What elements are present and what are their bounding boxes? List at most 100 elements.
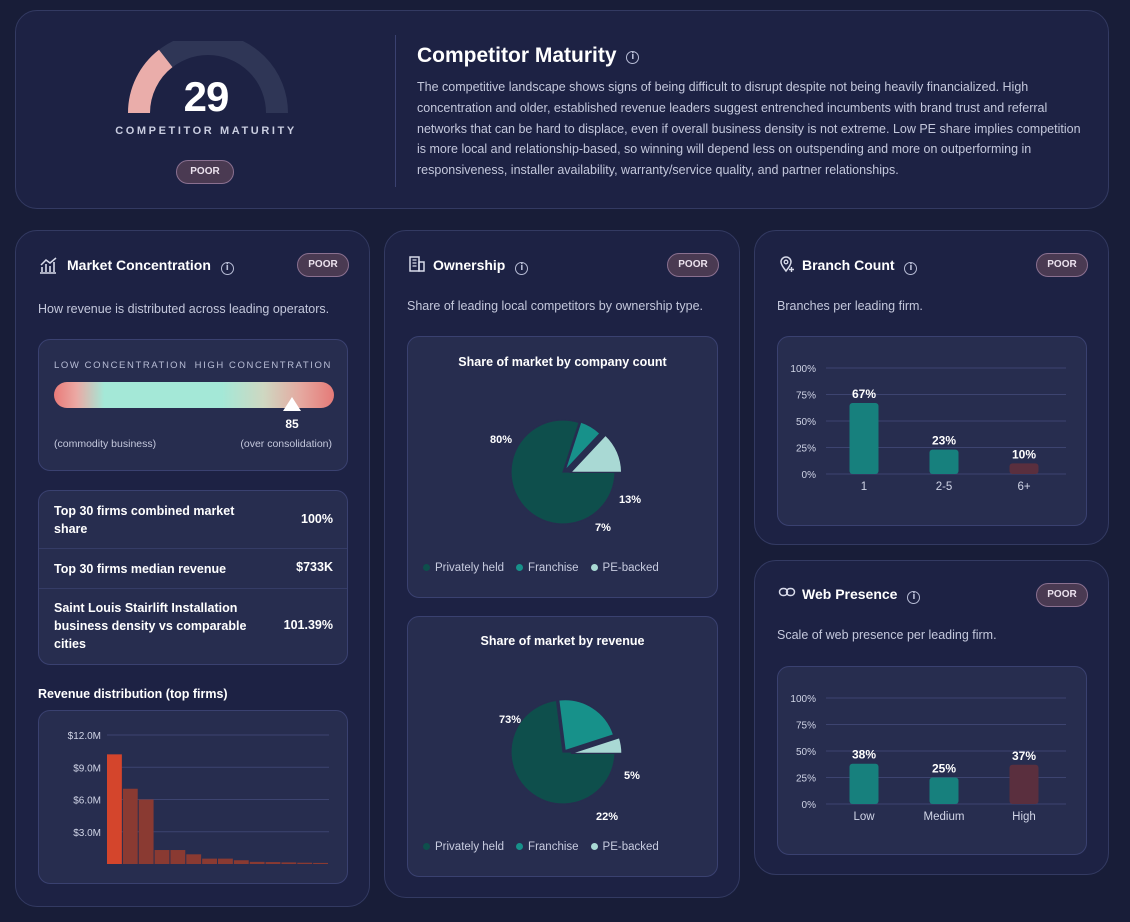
legend-dot (423, 564, 430, 572)
legend-label: Franchise (528, 841, 579, 853)
count-chart-legend: Privately held Franchise PE-backed (423, 562, 659, 574)
y-tick-label: 50% (796, 747, 816, 758)
legend-item-franchise: Franchise (516, 562, 579, 574)
stat-value: $733K (296, 560, 333, 574)
pie-slice (510, 699, 616, 805)
branch-count-bar-chart: 0% 25% 50% 75% 100% 67% 1 23% 2-5 10% 6+ (790, 364, 1066, 493)
bar (849, 402, 879, 474)
low-concentration-caption: (commodity business) (54, 438, 157, 450)
y-tick-label: 25% (796, 774, 816, 785)
bar (929, 777, 959, 804)
revenue-bar (122, 788, 138, 864)
pie-label: 73% (499, 714, 521, 726)
bar (929, 449, 959, 474)
legend-item-pe-backed: PE-backed (590, 841, 659, 853)
stat-label: Top 30 firms combined market share (54, 504, 235, 536)
bar-value-label: 37% (1012, 749, 1036, 763)
concentration-value: 85 (285, 417, 299, 431)
market-concentration-badge: POOR (297, 253, 349, 277)
revenue-bar (281, 862, 297, 864)
branch-count-title-text: Branch Count (802, 257, 895, 273)
y-tick-label: $3.0M (73, 828, 101, 839)
revenue-bar-chart: $3.0M $6.0M $9.0M $12.0M (68, 731, 329, 864)
legend-item-franchise: Franchise (516, 841, 579, 853)
pie-label: 80% (490, 434, 512, 446)
web-presence-chart-panel: 0% 25% 50% 75% 100% 38% Low 25% Medium 37% High (777, 666, 1087, 855)
legend-item-pe-backed: PE-backed (590, 562, 659, 574)
ownership-badge: POOR (667, 253, 719, 277)
high-concentration-caption: (over consolidation) (240, 438, 332, 450)
web-presence-title-text: Web Presence (802, 586, 898, 602)
info-icon[interactable]: i (515, 262, 529, 275)
building-icon (409, 256, 425, 272)
legend-dot (590, 843, 598, 851)
bar (1009, 463, 1039, 474)
y-tick-label: 100% (790, 364, 816, 375)
info-icon[interactable]: i (220, 262, 234, 275)
info-icon[interactable]: i (907, 591, 921, 604)
location-pin-icon (780, 256, 794, 273)
market-concentration-description: How revenue is distributed across leadin… (38, 302, 330, 316)
branch-count-badge: POOR (1036, 253, 1088, 277)
branch-count-title: Branch Count i (802, 257, 918, 275)
x-tick-label: Low (853, 811, 875, 823)
legend-label: Franchise (528, 562, 579, 574)
pie-label: 13% (619, 494, 641, 506)
ownership-title: Ownership i (433, 257, 529, 275)
ownership-count-panel: Share of market by company count 80% 7% 13… (407, 336, 718, 598)
x-tick-label: 1 (861, 481, 867, 493)
count-chart-title: Share of market by company count (458, 355, 667, 369)
bar (849, 763, 879, 804)
y-tick-label: 25% (796, 444, 816, 455)
stat-value: 101.39% (283, 618, 333, 632)
bar-value-label: 67% (852, 387, 876, 401)
web-presence-title: Web Presence i (802, 586, 921, 604)
revenue-bar (170, 850, 186, 864)
branch-count-description: Branches per leading firm. (777, 299, 923, 313)
revenue-distribution-chart: $3.0M $6.0M $9.0M $12.0M (38, 710, 348, 884)
pie-slice (569, 434, 623, 474)
pie-slice (510, 419, 616, 525)
x-tick-label: Medium (924, 811, 965, 823)
maturity-divider (395, 35, 396, 187)
pie-label: 22% (596, 811, 618, 823)
branch-count-card: Branch Count i POOR Branches per leading… (754, 230, 1109, 545)
market-concentration-title-text: Market Concentration (67, 257, 211, 273)
link-icon (778, 587, 796, 597)
revenue-chart-title: Share of market by revenue (480, 634, 645, 648)
stat-value: 100% (301, 512, 333, 526)
maturity-title: Competitor Maturity i (417, 44, 640, 68)
legend-item-privately-held: Privately held (423, 562, 504, 574)
maturity-title-text: Competitor Maturity (417, 44, 617, 67)
concentration-marker (283, 397, 301, 411)
y-tick-label: $9.0M (73, 763, 101, 774)
web-presence-description: Scale of web presence per leading firm. (777, 628, 997, 642)
legend-label: PE-backed (602, 562, 659, 574)
revenue-chart-legend: Privately held Franchise PE-backed (423, 841, 659, 853)
legend-item-privately-held: Privately held (423, 841, 504, 853)
legend-dot (590, 564, 598, 572)
stat-label: Top 30 firms median revenue (54, 562, 227, 576)
info-icon[interactable]: i (904, 262, 918, 275)
revenue-bar (313, 862, 328, 864)
ownership-revenue-panel: Share of market by revenue 73% 22% 5% Priv… (407, 616, 718, 877)
revenue-bar (138, 799, 154, 864)
ownership-description: Share of leading local competitors by ow… (407, 299, 703, 313)
revenue-bar (249, 861, 265, 864)
revenue-bar (233, 860, 249, 864)
market-concentration-title: Market Concentration i (67, 257, 234, 275)
maturity-card: 29 COMPETITOR MATURITY POOR Competitor M… (15, 10, 1109, 209)
revenue-pie-chart: 73% 22% 5% (499, 699, 640, 823)
y-tick-label: $6.0M (73, 796, 101, 807)
y-tick-label: 50% (796, 417, 816, 428)
y-tick-label: $12.0M (68, 731, 101, 742)
bar-value-label: 10% (1012, 447, 1036, 461)
web-presence-bar-chart: 0% 25% 50% 75% 100% 38% Low 25% Medium 37% High (790, 694, 1066, 823)
pie-label: 7% (595, 522, 611, 534)
pie-slice (564, 421, 601, 471)
info-icon[interactable]: i (626, 51, 640, 64)
maturity-rating-badge: POOR (176, 160, 234, 184)
legend-label: Privately held (435, 562, 505, 574)
revenue-bar (107, 754, 122, 864)
ownership-title-text: Ownership (433, 257, 506, 273)
